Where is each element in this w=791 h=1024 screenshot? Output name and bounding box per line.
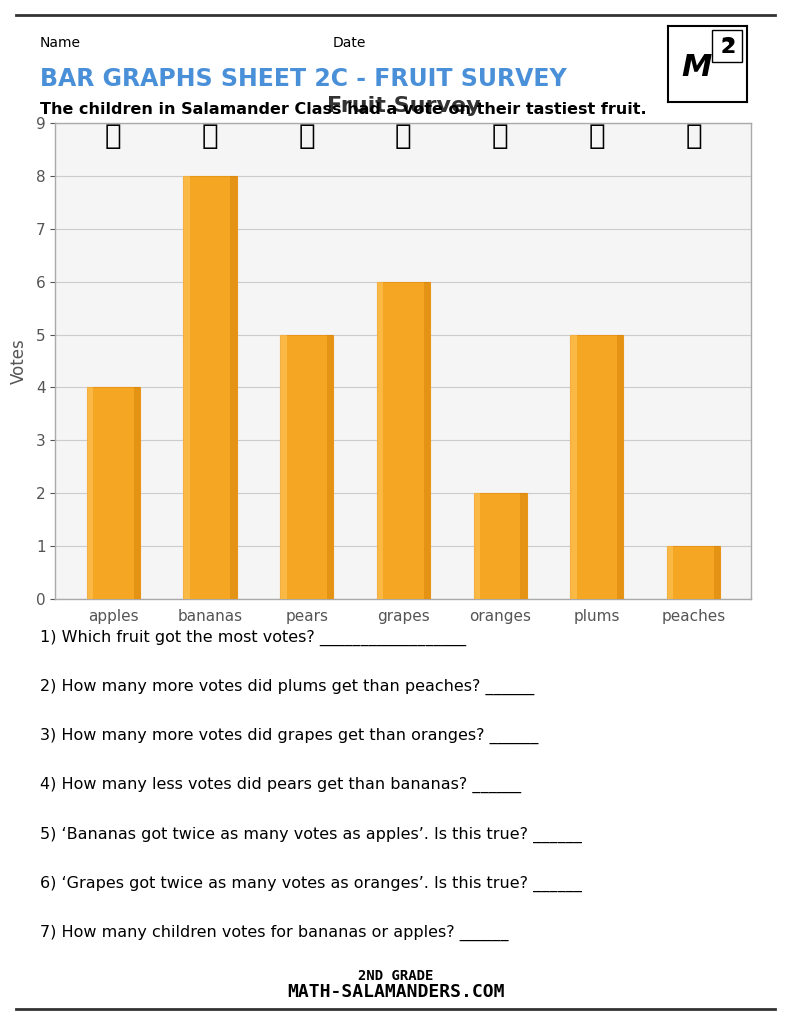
Polygon shape: [474, 494, 480, 599]
Polygon shape: [184, 176, 190, 599]
Bar: [377, 282, 430, 599]
Text: The children in Salamander Class had a vote on their tastiest fruit.: The children in Salamander Class had a v…: [40, 102, 646, 118]
Text: 🍌: 🍌: [202, 122, 218, 150]
Polygon shape: [280, 335, 286, 599]
Text: 6) ‘Grapes got twice as many votes as oranges’. Is this true? ______: 6) ‘Grapes got twice as many votes as or…: [40, 876, 581, 892]
Polygon shape: [424, 282, 430, 599]
Text: MATH-SALAMANDERS.COM: MATH-SALAMANDERS.COM: [287, 983, 504, 1001]
Text: 4) How many less votes did pears get than bananas? ______: 4) How many less votes did pears get tha…: [40, 777, 520, 794]
Polygon shape: [520, 494, 527, 599]
Bar: [280, 335, 333, 599]
Bar: [87, 387, 140, 599]
Text: M: M: [681, 53, 711, 82]
Polygon shape: [667, 546, 673, 599]
Polygon shape: [713, 546, 720, 599]
Text: 2) How many more votes did plums get than peaches? ______: 2) How many more votes did plums get tha…: [40, 679, 534, 695]
Text: 2ND GRADE: 2ND GRADE: [358, 969, 433, 983]
Text: 3) How many more votes did grapes get than oranges? ______: 3) How many more votes did grapes get th…: [40, 728, 538, 744]
Polygon shape: [87, 387, 93, 599]
Text: 1) Which fruit got the most votes? __________________: 1) Which fruit got the most votes? _____…: [40, 630, 466, 646]
Text: Date: Date: [332, 36, 365, 50]
Text: 🍆: 🍆: [589, 122, 605, 150]
Text: 🍊: 🍊: [492, 122, 509, 150]
Text: 🍇: 🍇: [395, 122, 412, 150]
Polygon shape: [570, 335, 577, 599]
Polygon shape: [377, 282, 383, 599]
Title: Fruit Survey: Fruit Survey: [327, 96, 480, 116]
Text: 🍑: 🍑: [685, 122, 702, 150]
Text: BAR GRAPHS SHEET 2C - FRUIT SURVEY: BAR GRAPHS SHEET 2C - FRUIT SURVEY: [40, 67, 566, 90]
Polygon shape: [617, 335, 623, 599]
Bar: [667, 546, 720, 599]
Bar: [570, 335, 623, 599]
Bar: [474, 494, 527, 599]
Text: Name: Name: [40, 36, 81, 50]
Polygon shape: [327, 335, 333, 599]
Text: 🍐: 🍐: [298, 122, 315, 150]
Text: 7) How many children votes for bananas or apples? ______: 7) How many children votes for bananas o…: [40, 925, 508, 941]
Polygon shape: [230, 176, 237, 599]
Bar: [184, 176, 237, 599]
Polygon shape: [134, 387, 140, 599]
Text: 2: 2: [721, 38, 735, 56]
Text: 2: 2: [720, 37, 736, 57]
Text: 5) ‘Bananas got twice as many votes as apples’. Is this true? ______: 5) ‘Bananas got twice as many votes as a…: [40, 826, 581, 843]
Y-axis label: Votes: Votes: [9, 338, 28, 384]
Text: 🍎: 🍎: [105, 122, 122, 150]
FancyBboxPatch shape: [712, 31, 742, 62]
